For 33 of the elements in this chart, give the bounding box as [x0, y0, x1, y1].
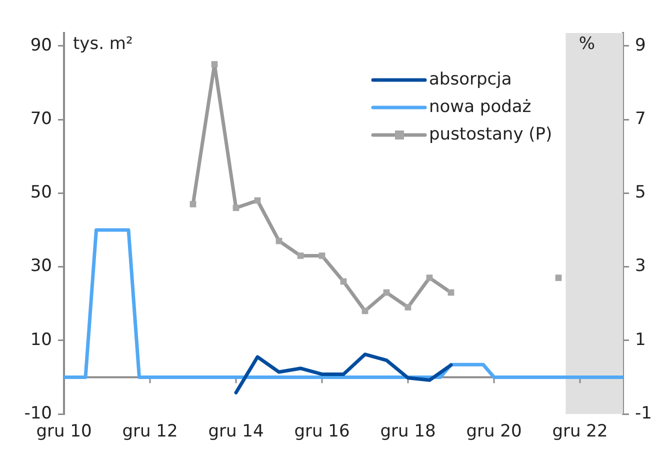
y-tick-label: 90: [30, 35, 52, 56]
point: [362, 308, 368, 314]
x-tick-label: gru 20: [466, 422, 522, 442]
y2-tick-label: 3: [635, 256, 646, 276]
y-tick-label: 10: [30, 330, 52, 350]
y2-tick-label: 5: [635, 182, 646, 203]
x-tick-label: gru 18: [380, 422, 436, 442]
legend-label: pustostany (P): [429, 124, 552, 144]
x-tick-label: gru 22: [552, 422, 608, 442]
y-tick-label: 30: [30, 256, 52, 276]
x-tick-label: gru 12: [122, 422, 178, 442]
point: [232, 204, 240, 212]
y-tick-label: 50: [30, 182, 52, 203]
point: [297, 252, 304, 259]
x-tick-label: gru 10: [36, 422, 92, 442]
point: [318, 252, 326, 259]
y2-tick-label: -1: [635, 403, 652, 424]
y-axis-title: tys. m²: [73, 34, 133, 54]
point: [426, 274, 433, 281]
x-tick-label: gru 14: [208, 422, 264, 442]
y2-axis-title: %: [578, 34, 596, 54]
point: [190, 200, 196, 208]
point: [404, 304, 412, 310]
legend-label: nowa podaż: [429, 96, 532, 117]
y-tick-label: -10: [24, 403, 52, 424]
y2-tick-label: 1: [635, 330, 646, 350]
y2-tick-label: 9: [635, 35, 646, 56]
legend-label: absorpcja: [429, 69, 512, 90]
point: [211, 61, 218, 68]
y2-tick-label: 7: [635, 108, 646, 129]
x-tick-label: gru 16: [294, 422, 350, 442]
y-tick-label: 70: [30, 108, 52, 129]
point: [555, 274, 562, 281]
